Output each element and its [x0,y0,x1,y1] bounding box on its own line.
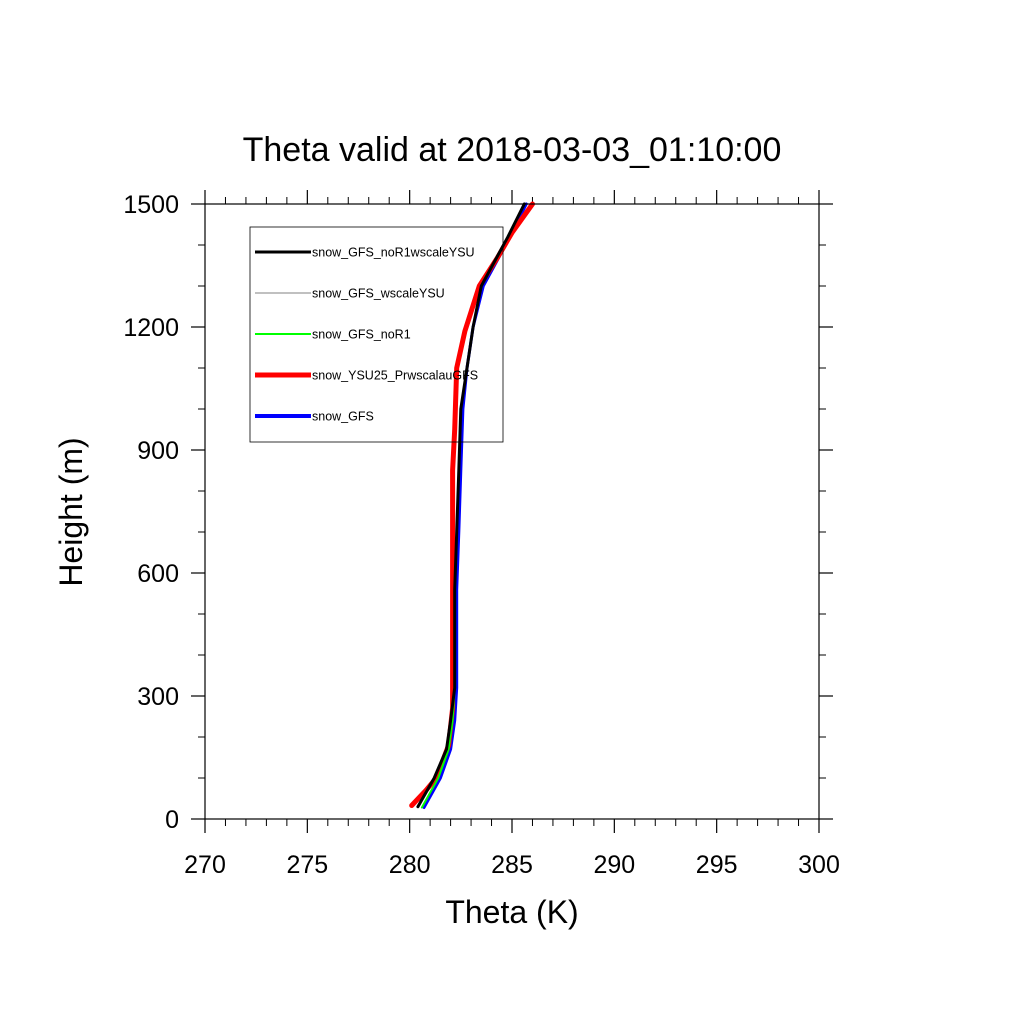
x-tick-label: 300 [798,851,840,879]
x-tick-label: 275 [286,851,328,879]
y-tick-label: 1200 [123,314,179,342]
x-axis-label: Theta (K) [445,894,578,930]
x-tick-label: 290 [593,851,635,879]
x-tick-label: 280 [389,851,431,879]
series-line-snow_GFS_noR1wscaleYSU [416,202,526,809]
legend-label: snow_GFS [312,410,374,424]
legend: snow_GFS_noR1wscaleYSU snow_GFS_wscaleYSU… [249,226,504,443]
series-layer [409,201,535,809]
legend-label: snow_GFS_wscaleYSU [312,287,445,301]
y-tick-label: 1500 [123,191,179,219]
legend-label: snow_YSU25_PrwscalauGFS [312,369,478,383]
axis-ticks: 270 275 280 285 290 295 300 0 300 600 900 1200 1500 [123,190,840,879]
x-tick-label: 285 [491,851,533,879]
chart-title: Theta valid at 2018-03-03_01:10:00 [243,131,782,169]
legend-box [249,226,504,443]
x-tick-label: 270 [184,851,226,879]
x-tick-label: 295 [696,851,738,879]
y-tick-label: 600 [137,560,179,588]
y-tick-label: 900 [137,437,179,465]
y-axis-label: Height (m) [53,437,89,586]
y-tick-label: 0 [165,806,179,834]
legend-label: snow_GFS_noR1 [312,328,411,342]
plot-frame [204,203,820,820]
y-tick-label: 300 [137,683,179,711]
legend-label: snow_GFS_noR1wscaleYSU [312,246,475,260]
